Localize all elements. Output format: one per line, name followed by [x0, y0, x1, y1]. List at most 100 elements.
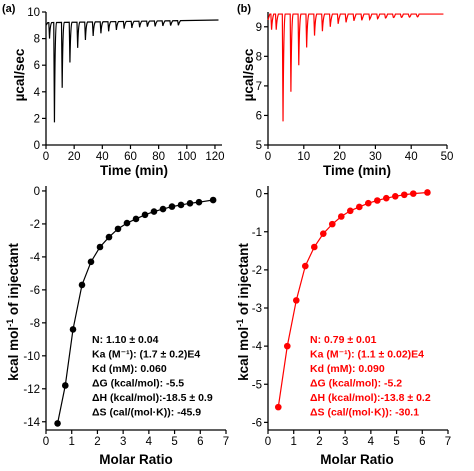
- y-tick-label: 0: [34, 140, 40, 152]
- data-point: [150, 208, 158, 215]
- data-point: [283, 342, 291, 350]
- y-tick-label: -4: [30, 252, 41, 264]
- fit-annotation: ΔH (kcal/mol):-18.5 ± 0.9: [92, 392, 213, 404]
- y-tick-label: 0: [256, 189, 262, 201]
- fit-annotation: Kd (mM): 0.060: [92, 363, 167, 375]
- x-tick-label: 1: [69, 436, 75, 448]
- y-tick-label: -10: [23, 351, 40, 363]
- y-tick-label: 10: [27, 7, 40, 19]
- x-tick-label: 0: [265, 151, 271, 163]
- ylabel-b-raw: µcal/sec: [241, 48, 256, 101]
- data-point: [382, 194, 390, 202]
- y-tick-label: 8: [34, 34, 40, 46]
- fit-annotation: N: 0.79 ± 0.01: [310, 334, 377, 346]
- y-tick-label: -6: [252, 417, 262, 429]
- x-tick-label: 0: [265, 436, 271, 448]
- x-tick-label: 6: [197, 436, 203, 448]
- y-tick-label: 4: [34, 87, 41, 99]
- data-point: [328, 220, 336, 228]
- data-point: [424, 189, 431, 196]
- ylabel-a-fit: kcal mol-1 of injectant: [5, 243, 21, 381]
- x-tick-label: 2: [316, 436, 322, 448]
- y-tick-label: 7: [256, 81, 262, 93]
- data-point: [310, 243, 318, 251]
- data-point: [96, 243, 104, 251]
- fit-annotation: ΔS (cal/(mol·K)): -30.1: [310, 407, 419, 419]
- data-point: [186, 200, 194, 207]
- data-point: [391, 192, 399, 200]
- x-tick-label: 3: [120, 436, 126, 448]
- data-point: [69, 326, 77, 333]
- x-tick-label: 20: [333, 151, 346, 163]
- x-tick-label: 1: [291, 436, 297, 448]
- y-tick-label: -2: [30, 219, 40, 231]
- data-point: [373, 197, 381, 204]
- xlabel-a-raw: Time (min): [100, 163, 168, 178]
- fit-annotation: ΔS (cal/(mol·K)): -45.9: [92, 407, 201, 419]
- data-point: [337, 213, 345, 220]
- xlabel-b-fit: Molar Ratio: [320, 452, 394, 467]
- x-tick-label: 40: [405, 151, 418, 163]
- fit-annotation: ΔG (kcal/mol): -5.5: [92, 378, 184, 390]
- data-point: [274, 403, 282, 411]
- chart-b-raw: 0 10 20 30 40 50 5 6 7 8 9: [256, 12, 453, 163]
- chart-b-fit: 0 1 2 3 4 5 6 7 0 -1 -2 -3 -4 -5 -6 N: 0.79 ± 0.01 Ka (M…: [252, 186, 451, 448]
- xlabel-a-fit: Molar Ratio: [99, 452, 173, 467]
- x-tick-label: 120: [205, 151, 224, 163]
- data-point: [319, 230, 327, 237]
- x-tick-label: 0: [43, 151, 49, 163]
- data-point: [159, 205, 167, 213]
- x-tick-label: 60: [124, 151, 137, 163]
- data-point: [132, 215, 140, 223]
- y-tick-label: 2: [34, 113, 40, 125]
- y-tick-label: -1: [252, 227, 262, 239]
- x-tick-label: 5: [393, 436, 399, 448]
- xlabel-b-raw: Time (min): [323, 163, 391, 178]
- data-point: [177, 201, 185, 209]
- y-tick-label: 6: [256, 110, 262, 122]
- y-tick-label: -2: [252, 265, 262, 277]
- chart-a-raw: 0 20 40 60 80 100 120 0 2 4 6 8 10: [27, 7, 224, 163]
- ylabel-a-raw: µcal/sec: [12, 48, 27, 101]
- y-tick-label: 6: [34, 60, 40, 72]
- x-tick-label: 10: [297, 151, 310, 163]
- fit-annotation: ΔG (kcal/mol): -5.2: [310, 378, 402, 390]
- x-tick-label: 4: [368, 436, 375, 448]
- x-tick-label: 4: [146, 436, 153, 448]
- x-tick-label: 6: [419, 436, 425, 448]
- x-tick-label: 20: [68, 151, 81, 163]
- data-point: [141, 211, 149, 219]
- data-point: [409, 190, 417, 197]
- y-tick-label: -6: [30, 285, 40, 297]
- fit-annotation: N: 1.10 ± 0.04: [92, 334, 159, 346]
- y-tick-label: -5: [252, 379, 262, 391]
- y-tick-label: -8: [30, 318, 40, 330]
- data-point: [400, 191, 408, 199]
- fit-annotation: Ka (M⁻¹): (1.7 ± 0.2)E4: [92, 349, 200, 361]
- x-tick-label: 7: [445, 436, 451, 448]
- chart-a-fit: 0 1 2 3 4 5 6 7 0 -2 -4 -6 -8 -10 -12 -14 N: 1.10 ± 0.04…: [23, 186, 229, 448]
- y-tick-label: 9: [256, 22, 262, 34]
- data-point: [78, 281, 86, 289]
- x-tick-label: 7: [223, 436, 229, 448]
- x-tick-label: 40: [96, 151, 109, 163]
- data-point: [292, 297, 300, 304]
- x-tick-label: 0: [43, 436, 49, 448]
- y-tick-label: -3: [252, 303, 262, 315]
- panel-label-b: (b): [237, 3, 251, 15]
- y-tick-label: 8: [256, 51, 262, 63]
- x-tick-label: 5: [171, 436, 177, 448]
- fit-annotation: ΔH (kcal/mol):-13.8 ± 0.2: [310, 392, 431, 404]
- x-tick-label: 30: [369, 151, 382, 163]
- x-tick-label: 80: [152, 151, 165, 163]
- thermogram-trace: [45, 19, 219, 123]
- fit-annotation: Kd (mM): 0.090: [310, 363, 385, 375]
- data-point: [355, 203, 363, 211]
- data-point: [364, 199, 372, 207]
- ylabel-b-fit: kcal mol-1 of injectant: [235, 243, 251, 381]
- data-point: [195, 198, 203, 206]
- data-point: [105, 233, 113, 241]
- panel-label-a: (a): [2, 3, 16, 15]
- x-tick-label: 100: [177, 151, 196, 163]
